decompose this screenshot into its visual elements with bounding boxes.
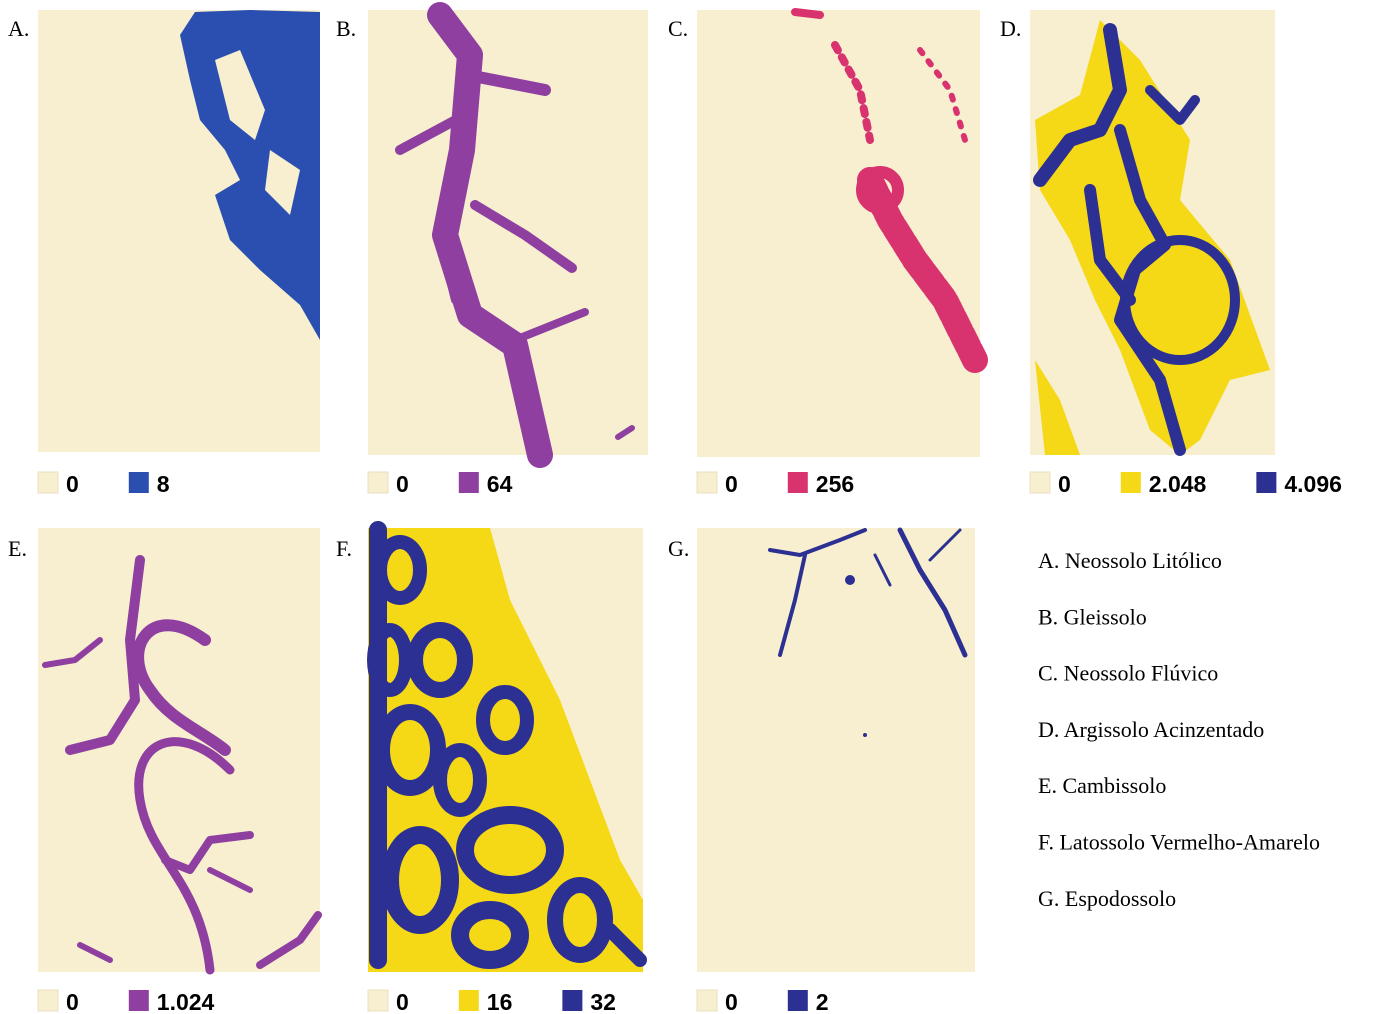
legend-label: 0 <box>396 471 409 497</box>
legend-swatch <box>562 990 582 1011</box>
map-g <box>697 528 975 972</box>
legend-label: 16 <box>487 989 513 1014</box>
panel-letter: B. <box>336 16 356 41</box>
key-entry: C. Neossolo Flúvico <box>1038 661 1218 686</box>
legend-swatch <box>697 472 717 493</box>
panel-letter: E. <box>8 536 27 561</box>
panel-letter: C. <box>668 16 688 41</box>
map-b <box>368 10 648 455</box>
key-entry: A. Neossolo Litólico <box>1038 548 1222 573</box>
legend-label: 0 <box>1058 471 1071 497</box>
legend-swatch <box>368 472 388 493</box>
legend-swatch <box>1030 472 1050 493</box>
legend-swatch <box>788 990 808 1011</box>
legend-label: 0 <box>66 989 79 1014</box>
panel-letter: D. <box>1000 16 1021 41</box>
legend-swatch <box>459 990 479 1011</box>
legend-label: 0 <box>66 471 79 497</box>
map-d <box>1030 10 1275 455</box>
legend-swatch <box>459 472 479 493</box>
maps <box>38 10 1275 972</box>
legend-label: 64 <box>487 471 513 497</box>
legend-swatch <box>697 990 717 1011</box>
legend-swatch <box>1121 472 1141 493</box>
panel-letter: G. <box>668 536 689 561</box>
legend-label: 2.048 <box>1149 471 1207 497</box>
legend-swatch <box>129 472 149 493</box>
legend-swatch <box>368 990 388 1011</box>
map-a <box>38 10 320 452</box>
legend-label: 1.024 <box>157 989 215 1014</box>
map-c <box>697 10 980 457</box>
legend-swatch <box>38 990 58 1011</box>
legend-swatch <box>788 472 808 493</box>
key-entry: G. Espodossolo <box>1038 886 1176 911</box>
map-f <box>368 528 643 972</box>
legend-swatch <box>129 990 149 1011</box>
legend-label: 0 <box>396 989 409 1014</box>
legend-label: 8 <box>157 471 170 497</box>
legend-label: 4.096 <box>1284 471 1342 497</box>
legend-swatch <box>38 472 58 493</box>
legend-label: 2 <box>816 989 829 1014</box>
figure: A. 0 8 B. 0 64 C. 0 256 D. 0 2.048 4.096 E. 0 1.024 F. 0 1… <box>0 0 1378 1014</box>
key-entry: B. Gleissolo <box>1038 604 1147 629</box>
legend-label: 0 <box>725 471 738 497</box>
legend-label: 256 <box>816 471 854 497</box>
map-e <box>38 528 320 972</box>
panel-letter: A. <box>8 16 29 41</box>
legend-label: 32 <box>590 989 616 1014</box>
key-entry: F. Latossolo Vermelho-Amarelo <box>1038 830 1320 855</box>
key-entry: D. Argissolo Acinzentado <box>1038 717 1264 742</box>
panel-letter: F. <box>336 536 352 561</box>
legend-label: 0 <box>725 989 738 1014</box>
key-entry: E. Cambissolo <box>1038 773 1166 798</box>
legend-swatch <box>1256 472 1276 493</box>
